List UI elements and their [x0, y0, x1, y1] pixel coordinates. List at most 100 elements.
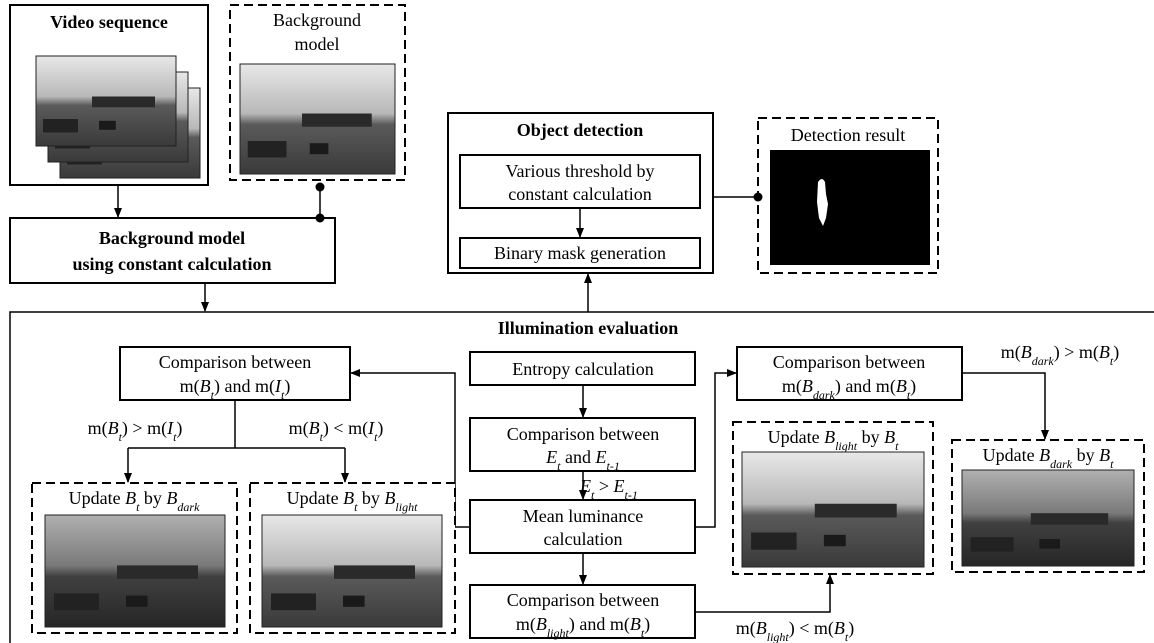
- compare-light-label: Comparison between: [507, 590, 659, 610]
- connector: [695, 575, 830, 612]
- text-segment: Update: [287, 488, 343, 508]
- text-segment: m(: [88, 418, 108, 439]
- detection-mask: [770, 150, 930, 265]
- text-segment: ) < m(: [323, 418, 368, 439]
- connector-dot: [754, 193, 763, 202]
- connector: [962, 373, 1045, 439]
- text-segment: B: [1099, 342, 1110, 362]
- text-segment: ): [910, 376, 916, 397]
- text-segment: m(: [782, 376, 802, 397]
- text-segment: by: [139, 488, 166, 508]
- photo-table: [99, 121, 116, 130]
- photo-sofa: [751, 533, 797, 550]
- entropy-label: Entropy calculation: [512, 359, 653, 379]
- text-segment: B: [166, 488, 177, 508]
- text-segment: ): [176, 418, 182, 439]
- text-segment: B: [1021, 342, 1032, 362]
- light-condition: m(Blight) < m(Bt): [736, 618, 855, 643]
- threshold-label: constant calculation: [508, 184, 651, 204]
- background-model-label: Background: [273, 10, 361, 30]
- text-segment: B: [896, 376, 907, 396]
- text-segment: B: [536, 614, 547, 634]
- connector: [695, 373, 736, 527]
- mean-label: calculation: [544, 529, 623, 549]
- text-segment: B: [756, 618, 767, 638]
- diagram: Video sequence Background model Background …: [0, 0, 1154, 643]
- text-segment: ): [284, 376, 290, 397]
- text-segment: by: [357, 488, 384, 508]
- text-segment: B: [630, 614, 641, 634]
- text-segment: >: [594, 476, 613, 496]
- photo-table: [343, 596, 365, 607]
- compare-bt-label: Comparison between: [159, 352, 311, 372]
- text-segment: by: [857, 427, 884, 447]
- photo-table: [824, 535, 846, 547]
- threshold-label: Various threshold by: [506, 161, 655, 181]
- bt-less: m(Bt) < m(It): [289, 418, 384, 444]
- text-segment: ): [644, 614, 650, 635]
- text-segment: ) < m(: [789, 618, 834, 639]
- text-segment: m(: [1001, 342, 1021, 363]
- photo-sofa: [248, 141, 287, 158]
- text-segment: ) and m(: [569, 614, 630, 635]
- detection-result-title: Detection result: [791, 125, 905, 145]
- photo-shelf: [1031, 513, 1108, 525]
- text-segment: B: [1099, 445, 1110, 465]
- text-segment: m(: [516, 614, 536, 635]
- text-segment: B: [125, 488, 136, 508]
- text-segment: Update: [983, 445, 1039, 465]
- text-segment: B: [824, 427, 835, 447]
- photo-sofa: [271, 593, 316, 610]
- text-segment: m(: [736, 618, 756, 639]
- text-segment: B: [1039, 445, 1050, 465]
- text-segment: B: [384, 488, 395, 508]
- illumination-title: Illumination evaluation: [498, 318, 679, 338]
- compare-e-label: Comparison between: [507, 424, 659, 444]
- mean-label: Mean luminance: [523, 506, 643, 526]
- text-segment: B: [108, 418, 119, 438]
- text-segment: t-1: [607, 459, 620, 473]
- photo-table: [126, 596, 148, 607]
- photo-sofa: [54, 593, 99, 610]
- text-segment: Update: [768, 427, 824, 447]
- text-segment: E: [579, 476, 591, 496]
- background-model-label: model: [295, 34, 340, 54]
- background-calc-label: using constant calculation: [72, 254, 271, 274]
- text-segment: ) > m(: [1054, 342, 1099, 363]
- text-segment: B: [309, 418, 320, 438]
- text-segment: dark: [813, 388, 836, 402]
- text-segment: dark: [1032, 354, 1055, 368]
- text-segment: light: [835, 439, 858, 453]
- text-segment: by: [1072, 445, 1099, 465]
- photo-table: [310, 143, 329, 154]
- video-sequence-title: Video sequence: [50, 12, 168, 32]
- text-segment: dark: [1050, 457, 1073, 471]
- text-segment: light: [395, 500, 418, 514]
- text-segment: m(: [180, 376, 200, 397]
- photo-sofa: [971, 537, 1014, 551]
- text-segment: and: [561, 447, 596, 467]
- text-segment: ): [848, 618, 854, 639]
- text-segment: ) > m(: [122, 418, 167, 439]
- text-segment: ): [1113, 342, 1119, 363]
- text-segment: ) and m(: [214, 376, 275, 397]
- background-calc-label: Background model: [99, 228, 245, 248]
- text-segment: ) and m(: [835, 376, 896, 397]
- text-segment: E: [545, 447, 557, 467]
- dark-condition: m(Bdark) > m(Bt): [1001, 342, 1119, 368]
- text-segment: B: [200, 376, 211, 396]
- text-segment: dark: [177, 500, 200, 514]
- text-segment: E: [613, 476, 625, 496]
- text-segment: light: [547, 626, 570, 640]
- text-segment: ): [377, 418, 383, 439]
- bt-greater: m(Bt) > m(It): [88, 418, 183, 444]
- photo-shelf: [92, 97, 155, 108]
- text-segment: Update: [69, 488, 125, 508]
- text-segment: m(: [289, 418, 309, 439]
- compare-dark-label: Comparison between: [773, 352, 925, 372]
- text-segment: E: [595, 447, 607, 467]
- e-condition: Et > Et-1: [579, 476, 638, 502]
- photo-table: [1039, 539, 1060, 549]
- photo-shelf: [815, 504, 897, 518]
- photo-shelf: [334, 565, 415, 578]
